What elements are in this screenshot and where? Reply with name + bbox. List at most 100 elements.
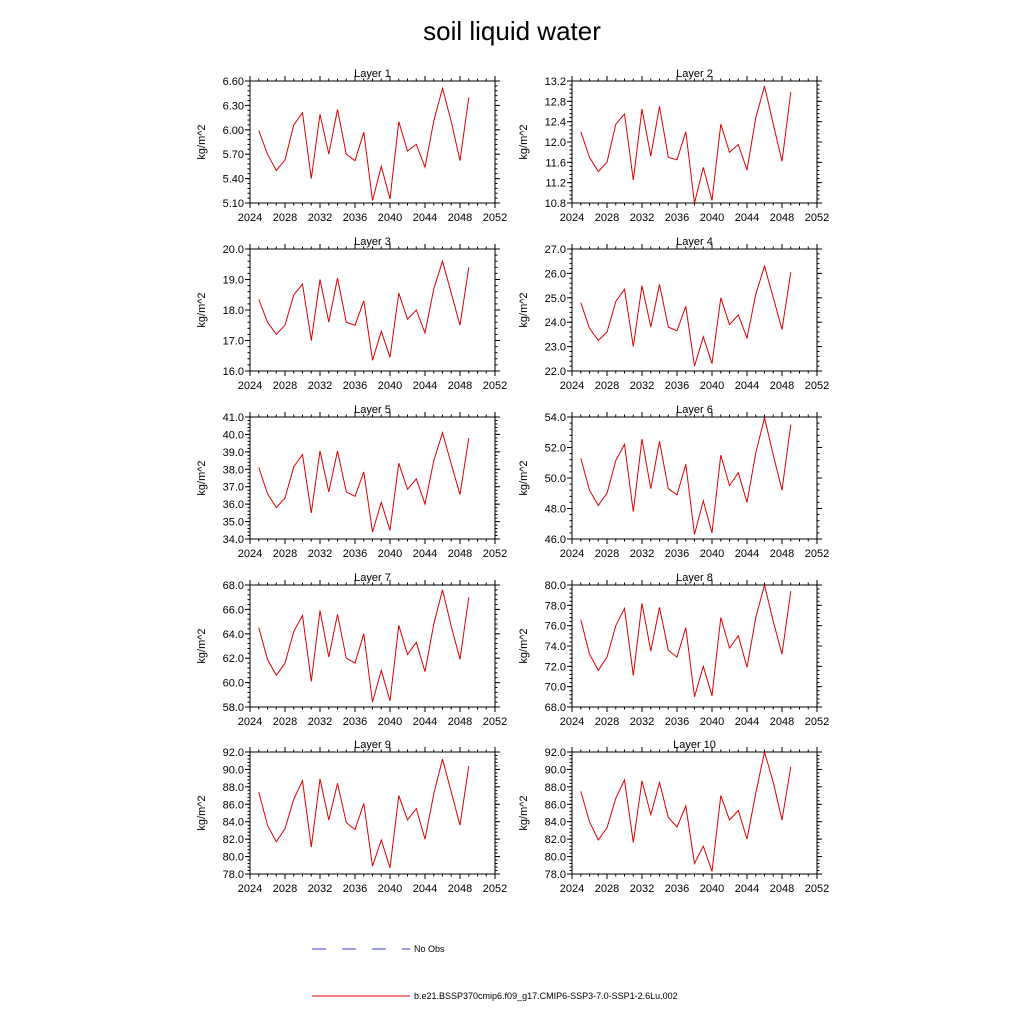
x-tick-label: 2048 <box>770 883 794 895</box>
y-tick-label: 27.0 <box>545 244 566 256</box>
y-tick-label: 24.0 <box>545 317 566 329</box>
x-tick-label: 2036 <box>343 380 367 392</box>
x-tick-label: 2040 <box>700 716 724 728</box>
x-tick-label: 2028 <box>273 212 297 224</box>
x-tick-label: 2040 <box>378 212 402 224</box>
y-tick-label: 10.8 <box>545 198 566 210</box>
x-tick-label: 2048 <box>770 716 794 728</box>
y-tick-label: 82.0 <box>223 834 244 846</box>
y-tick-label: 58.0 <box>223 702 244 714</box>
x-tick-label: 2048 <box>448 883 472 895</box>
x-tick-label: 2052 <box>805 548 829 560</box>
x-tick-label: 2044 <box>735 548 759 560</box>
y-tick-label: 18.0 <box>223 305 244 317</box>
x-tick-label: 2028 <box>595 380 619 392</box>
series-line-0 <box>580 85 792 204</box>
y-tick-label: 70.0 <box>545 682 566 694</box>
x-tick-label: 2024 <box>560 548 584 560</box>
x-tick-label: 2044 <box>735 716 759 728</box>
figure-title: soil liquid water <box>423 16 601 46</box>
x-tick-label: 2048 <box>448 716 472 728</box>
x-tick-label: 2024 <box>560 212 584 224</box>
y-tick-label: 66.0 <box>223 604 244 616</box>
y-tick-label: 78.0 <box>223 869 244 881</box>
chart-panel-layer-6: Layer 6 2024 2028 2032 2036 2040 2044 2048 2052 4… <box>518 404 829 560</box>
x-tick-label: 2044 <box>413 212 437 224</box>
y-tick-label: 11.2 <box>545 178 566 190</box>
y-tick-label: 64.0 <box>223 629 244 641</box>
chart-panel-layer-7: Layer 7 2024 2028 2032 2036 2040 2044 2048 2052 5… <box>196 572 507 728</box>
x-tick-label: 2040 <box>378 380 402 392</box>
x-tick-label: 2052 <box>483 548 507 560</box>
x-tick-label: 2032 <box>630 548 654 560</box>
panel-title: Layer 3 <box>354 236 391 248</box>
y-tick-label: 90.0 <box>545 764 566 776</box>
chart-panel-layer-5: Layer 5 2024 2028 2032 2036 2040 2044 2048 2052 3… <box>196 404 507 560</box>
y-tick-label: 74.0 <box>545 641 566 653</box>
chart-panel-layer-4: Layer 4 2024 2028 2032 2036 2040 2044 2048 2052 2… <box>518 236 829 392</box>
x-tick-label: 2036 <box>665 380 689 392</box>
x-tick-label: 2040 <box>700 548 724 560</box>
x-tick-label: 2028 <box>273 883 297 895</box>
y-tick-label: 6.00 <box>223 125 244 137</box>
x-tick-label: 2040 <box>700 883 724 895</box>
plot-frame <box>249 584 496 708</box>
y-tick-label: 38.0 <box>223 464 244 476</box>
y-axis-label: kg/m^2 <box>518 628 530 663</box>
chart-panel-layer-10: Layer 10 2024 2028 2032 2036 2040 2044 2048 2052… <box>518 739 829 895</box>
y-axis-label: kg/m^2 <box>518 292 530 327</box>
series-line-0 <box>258 430 470 533</box>
x-tick-label: 2052 <box>805 380 829 392</box>
series-line-0 <box>258 758 470 869</box>
y-tick-label: 48.0 <box>545 504 566 516</box>
y-axis-label: kg/m^2 <box>196 460 208 495</box>
plot-frame <box>249 248 496 372</box>
x-tick-label: 2048 <box>770 548 794 560</box>
y-tick-label: 34.0 <box>223 534 244 546</box>
legend-label-no-obs: No Obs <box>414 944 445 954</box>
x-tick-label: 2044 <box>413 883 437 895</box>
plot-frame <box>249 80 496 204</box>
series-line-0 <box>258 589 470 703</box>
y-tick-label: 26.0 <box>545 268 566 280</box>
y-tick-label: 11.6 <box>545 157 566 169</box>
y-axis-label: kg/m^2 <box>518 460 530 495</box>
x-tick-label: 2032 <box>630 380 654 392</box>
x-tick-label: 2052 <box>483 212 507 224</box>
x-tick-label: 2024 <box>238 883 262 895</box>
chart-panel-layer-3: Layer 3 2024 2028 2032 2036 2040 2044 2048 2052 1… <box>196 236 507 392</box>
x-tick-label: 2036 <box>665 548 689 560</box>
y-tick-label: 5.10 <box>223 198 244 210</box>
y-tick-label: 62.0 <box>223 653 244 665</box>
x-tick-label: 2028 <box>273 380 297 392</box>
y-tick-label: 80.0 <box>545 852 566 864</box>
y-tick-label: 6.30 <box>223 100 244 112</box>
x-tick-label: 2024 <box>560 716 584 728</box>
y-axis-label: kg/m^2 <box>196 124 208 159</box>
y-tick-label: 80.0 <box>223 852 244 864</box>
x-tick-label: 2032 <box>308 883 332 895</box>
y-tick-label: 23.0 <box>545 342 566 354</box>
y-tick-label: 19.0 <box>223 275 244 287</box>
y-tick-label: 72.0 <box>545 661 566 673</box>
x-tick-label: 2028 <box>595 716 619 728</box>
y-tick-label: 37.0 <box>223 482 244 494</box>
plot-frame <box>249 751 496 875</box>
y-tick-label: 68.0 <box>545 702 566 714</box>
y-tick-label: 36.0 <box>223 499 244 511</box>
y-tick-label: 6.60 <box>223 76 244 88</box>
plot-frame <box>249 416 496 540</box>
y-tick-label: 40.0 <box>223 429 244 441</box>
y-axis-label: kg/m^2 <box>196 628 208 663</box>
y-tick-label: 12.0 <box>545 137 566 149</box>
x-tick-label: 2028 <box>595 883 619 895</box>
y-axis-label: kg/m^2 <box>518 124 530 159</box>
x-tick-label: 2040 <box>378 883 402 895</box>
x-tick-label: 2048 <box>448 380 472 392</box>
y-tick-label: 50.0 <box>545 473 566 485</box>
panel-title: Layer 7 <box>354 572 391 584</box>
panel-title: Layer 5 <box>354 404 391 416</box>
x-tick-label: 2024 <box>238 716 262 728</box>
series-line-0 <box>258 86 470 201</box>
